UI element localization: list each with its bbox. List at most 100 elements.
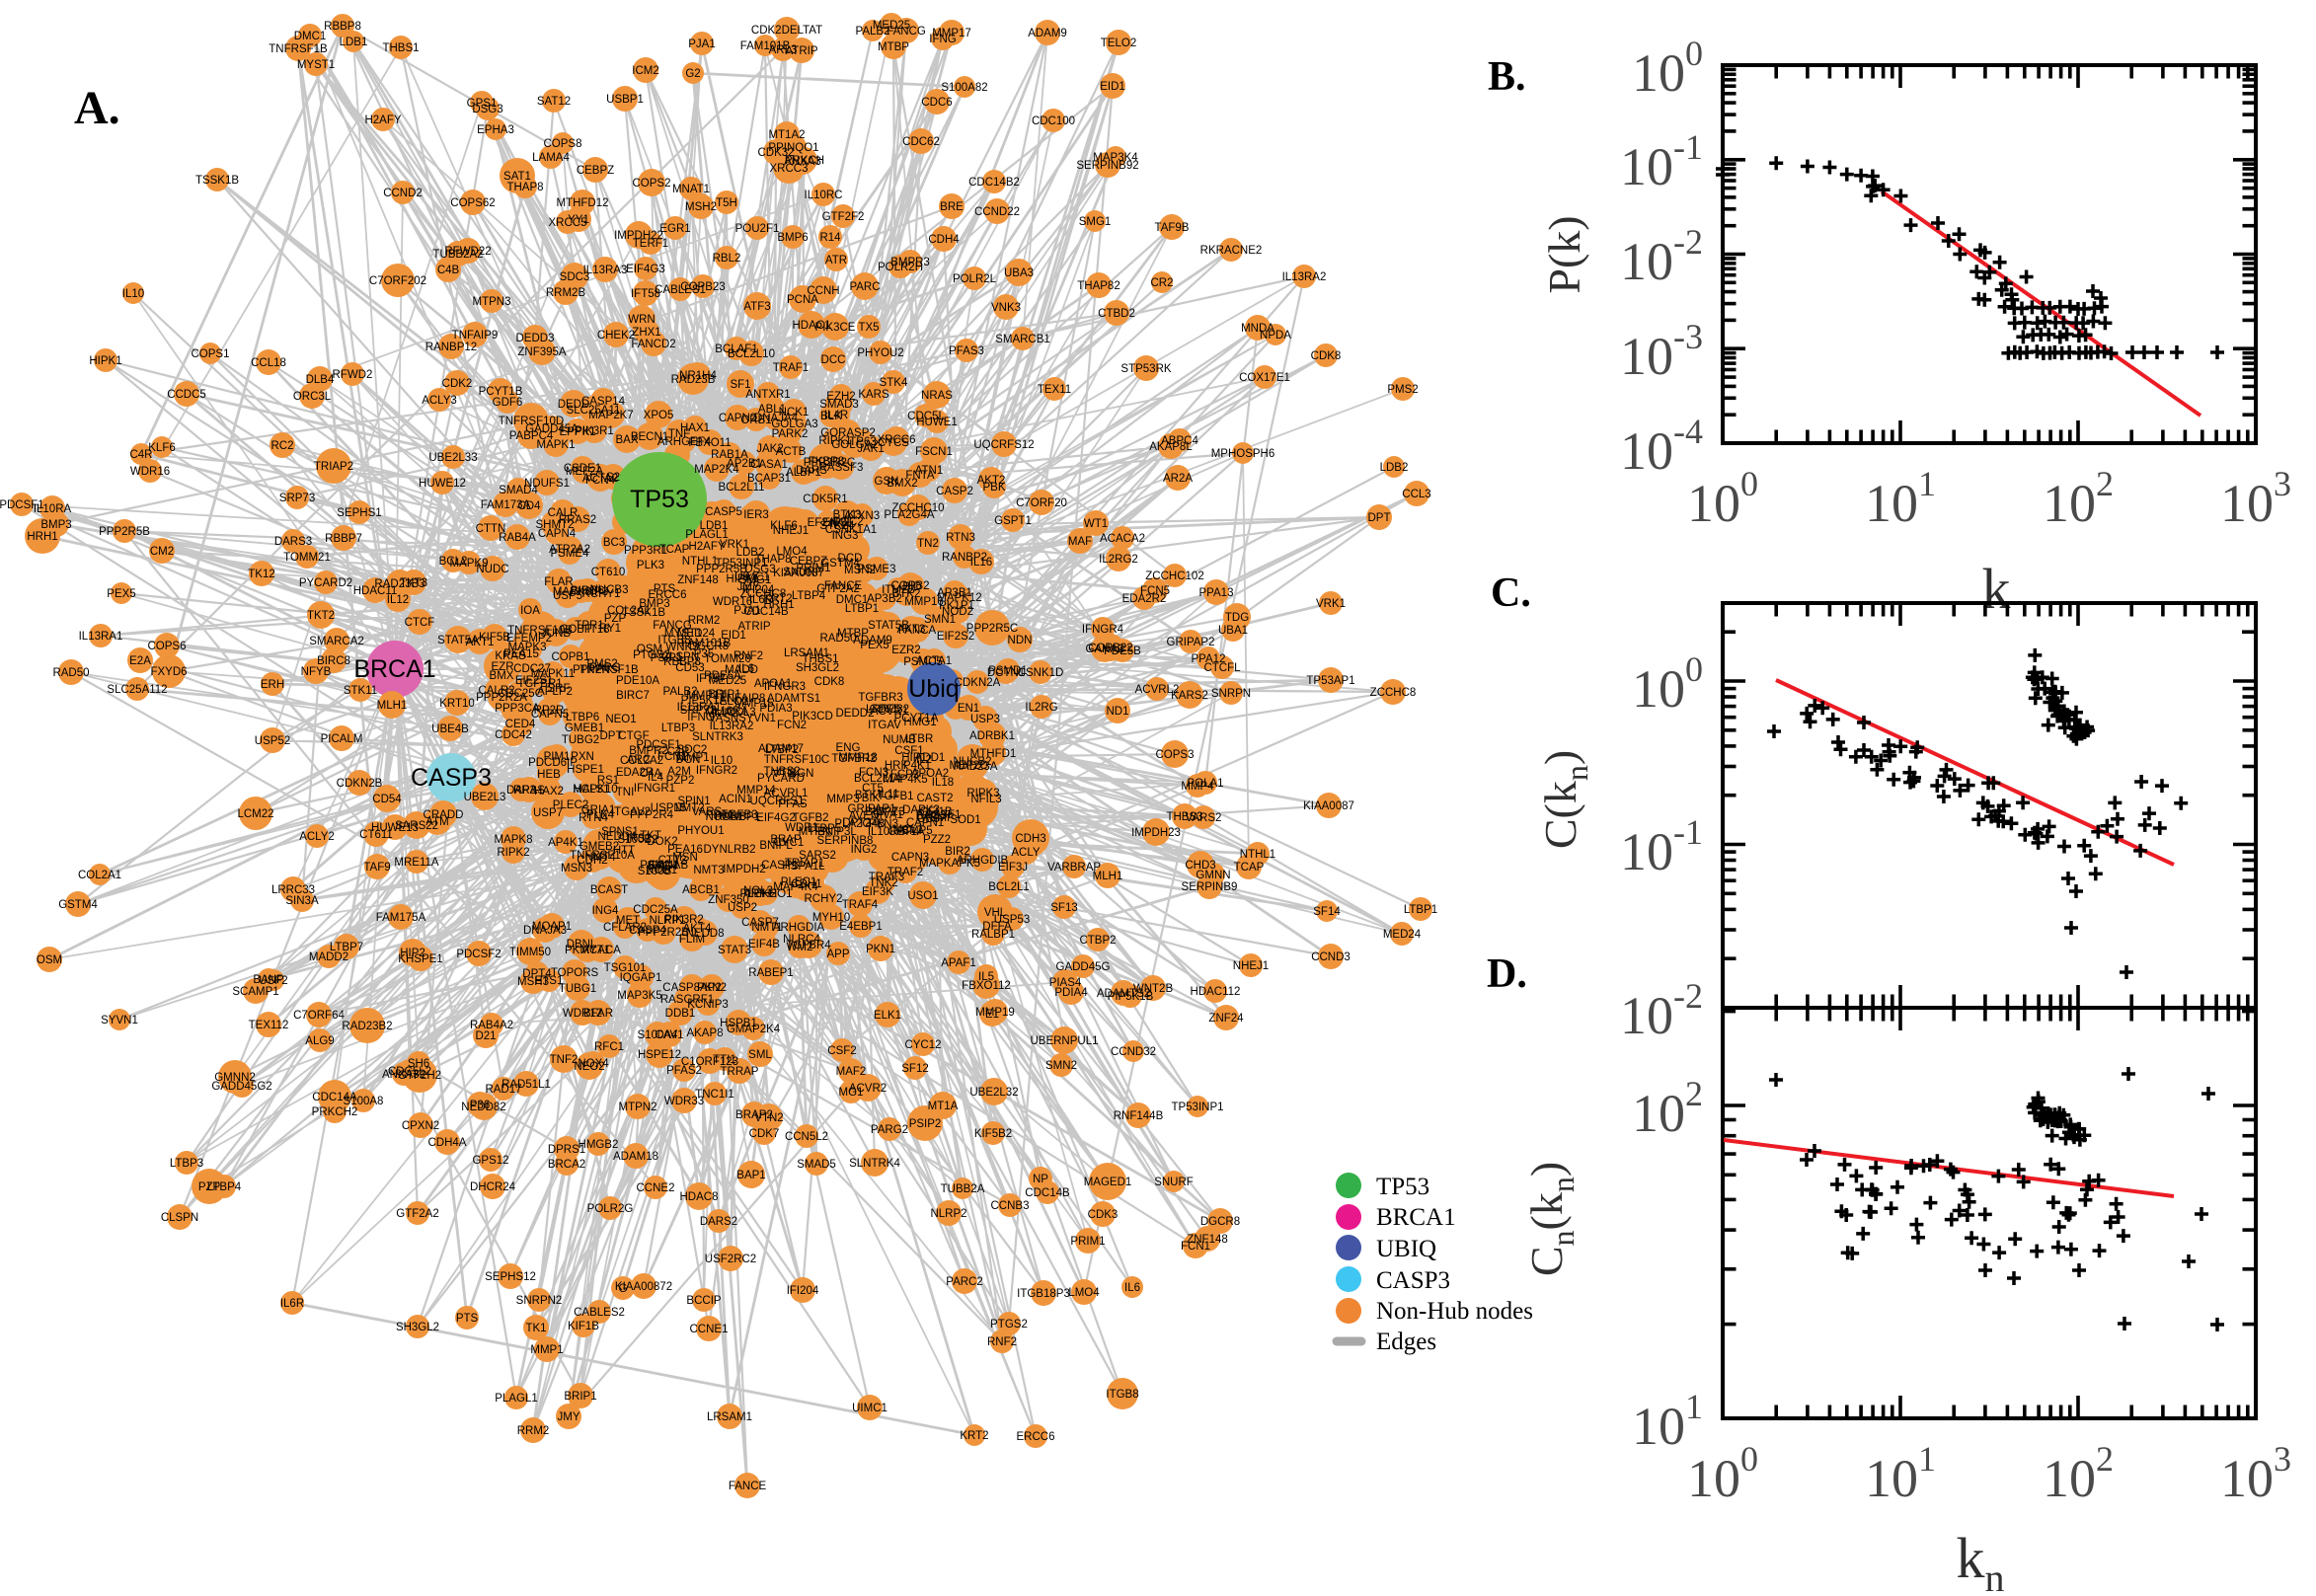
- svg-text:SF1: SF1: [730, 379, 750, 391]
- svg-text:C7ORF64: C7ORF64: [293, 1010, 345, 1022]
- svg-text:TUBB2A: TUBB2A: [941, 1183, 985, 1195]
- svg-text:ACVR1: ACVR1: [871, 706, 908, 718]
- svg-text:KIF5B2: KIF5B2: [974, 1128, 1012, 1140]
- svg-text:NEO1: NEO1: [605, 714, 636, 725]
- svg-text:TFCP2: TFCP2: [884, 769, 919, 781]
- svg-text:CASP2: CASP2: [936, 486, 973, 497]
- svg-text:ZHX1: ZHX1: [632, 327, 660, 339]
- svg-text:PIAS4: PIAS4: [1049, 977, 1082, 989]
- svg-text:PYCARD: PYCARD: [757, 773, 805, 785]
- svg-text:UBE2L3: UBE2L3: [464, 792, 506, 803]
- svg-text:DCC2: DCC2: [832, 516, 863, 528]
- svg-text:EIF2S2: EIF2S2: [937, 631, 974, 643]
- svg-text:COPS1: COPS1: [192, 348, 230, 360]
- svg-text:COL2A1: COL2A1: [607, 605, 651, 617]
- svg-text:UQCRFS1: UQCRFS1: [750, 796, 805, 807]
- svg-text:PPP2R2C: PPP2R2C: [804, 457, 855, 469]
- svg-text:IL4R: IL4R: [824, 410, 848, 421]
- svg-text:UBE4B: UBE4B: [431, 723, 469, 735]
- svg-text:RTN3: RTN3: [946, 532, 975, 544]
- svg-text:CT610: CT610: [591, 567, 626, 578]
- svg-text:GADD45G2: GADD45G2: [211, 1081, 271, 1093]
- svg-text:CCND3: CCND3: [1311, 951, 1351, 963]
- svg-text:IL6R: IL6R: [280, 1298, 304, 1310]
- svg-text:PDCSF2: PDCSF2: [456, 949, 501, 960]
- svg-text:MAP3K5: MAP3K5: [617, 990, 661, 1002]
- svg-text:DMC1: DMC1: [836, 594, 869, 606]
- svg-text:MMP1: MMP1: [676, 752, 709, 764]
- svg-text:H2AFY: H2AFY: [364, 114, 401, 126]
- svg-text:CASP1: CASP1: [761, 860, 799, 872]
- svg-text:CCNB3: CCNB3: [991, 1200, 1030, 1212]
- svg-text:THAP82: THAP82: [1077, 280, 1119, 292]
- svg-text:DPT3: DPT3: [876, 806, 904, 818]
- svg-text:SRP73: SRP73: [279, 493, 315, 504]
- svg-text:UBE2L33: UBE2L33: [428, 452, 477, 464]
- svg-text:CEBPZ: CEBPZ: [577, 165, 614, 177]
- svg-text:ADAM17: ADAM17: [758, 743, 804, 755]
- svg-text:EIF4G3: EIF4G3: [626, 264, 665, 275]
- svg-text:IFNGR4: IFNGR4: [1082, 624, 1124, 636]
- svg-text:CFLAR2: CFLAR2: [603, 922, 647, 934]
- svg-text:RAB4A2: RAB4A2: [470, 1020, 513, 1031]
- svg-text:PICALM: PICALM: [321, 733, 363, 745]
- svg-text:VARS2: VARS2: [1186, 812, 1222, 824]
- svg-text:TAF9: TAF9: [363, 862, 390, 874]
- svg-text:MED24: MED24: [677, 628, 716, 640]
- svg-text:MLH1: MLH1: [377, 700, 408, 712]
- svg-text:H2AFY: H2AFY: [688, 541, 725, 553]
- svg-text:MSN3: MSN3: [561, 863, 592, 874]
- svg-text:FCN1: FCN1: [657, 751, 687, 763]
- svg-text:TCAP: TCAP: [1234, 862, 1265, 874]
- svg-text:LTBP7: LTBP7: [330, 942, 363, 953]
- svg-text:OSM: OSM: [637, 644, 662, 655]
- svg-text:PMS2: PMS2: [586, 658, 617, 670]
- svg-text:CDK2: CDK2: [442, 378, 473, 390]
- svg-text:BAP1: BAP1: [736, 1170, 765, 1181]
- svg-text:RFC1: RFC1: [594, 1041, 624, 1053]
- svg-text:DCC: DCC: [821, 354, 846, 366]
- svg-text:CDC42: CDC42: [495, 729, 532, 741]
- svg-text:CCND2: CCND2: [383, 188, 423, 199]
- svg-text:BNIP2: BNIP2: [865, 806, 897, 818]
- svg-text:BMP5: BMP5: [901, 825, 932, 837]
- svg-text:CDK8: CDK8: [814, 676, 845, 688]
- svg-text:ZNF148: ZNF148: [677, 574, 719, 586]
- svg-text:ING4: ING4: [592, 905, 619, 917]
- svg-text:NUMB: NUMB: [883, 734, 916, 746]
- svg-text:WNT2B: WNT2B: [1133, 983, 1174, 995]
- svg-text:USF2: USF2: [259, 975, 287, 987]
- svg-text:NEDD4: NEDD4: [598, 831, 638, 843]
- svg-text:IL13RA3: IL13RA3: [583, 265, 628, 276]
- svg-text:MNDA: MNDA: [1241, 323, 1274, 335]
- svg-text:SF12: SF12: [901, 1063, 929, 1075]
- svg-text:MMP17: MMP17: [686, 690, 726, 702]
- svg-text:WRN: WRN: [628, 314, 655, 326]
- svg-text:HSPE1: HSPE1: [567, 764, 604, 776]
- svg-text:COL2A2: COL2A2: [620, 755, 663, 767]
- svg-text:KARS: KARS: [858, 389, 889, 401]
- svg-text:BECN1: BECN1: [631, 431, 668, 443]
- svg-text:SLC25A11: SLC25A11: [567, 405, 621, 417]
- svg-text:SMG1: SMG1: [739, 574, 772, 586]
- svg-text:PARK2: PARK2: [772, 428, 809, 440]
- svg-text:MAF: MAF: [1068, 536, 1092, 548]
- svg-text:BRCA2: BRCA2: [548, 1159, 585, 1171]
- svg-text:PRKCH2: PRKCH2: [312, 1106, 358, 1118]
- svg-text:MRE11A: MRE11A: [394, 857, 438, 869]
- svg-text:EPHA3: EPHA3: [477, 124, 514, 136]
- svg-text:NOD2: NOD2: [942, 606, 973, 618]
- svg-text:CCND32: CCND32: [1111, 1046, 1156, 1058]
- svg-text:VTN: VTN: [773, 768, 796, 780]
- svg-text:CASP7: CASP7: [741, 917, 779, 929]
- svg-text:MSN2: MSN2: [844, 565, 876, 576]
- svg-text:IL18: IL18: [932, 777, 954, 789]
- svg-text:EIF4B: EIF4B: [748, 939, 780, 950]
- svg-text:C4R: C4R: [666, 746, 689, 758]
- svg-text:MMP18: MMP18: [838, 752, 878, 764]
- svg-text:IL13RA1: IL13RA1: [677, 702, 722, 714]
- svg-text:CALR2: CALR2: [478, 685, 514, 697]
- svg-text:ADAMTS1: ADAMTS1: [767, 693, 820, 705]
- svg-text:PPP3R1: PPP3R1: [624, 545, 667, 557]
- svg-text:TK12: TK12: [248, 569, 275, 580]
